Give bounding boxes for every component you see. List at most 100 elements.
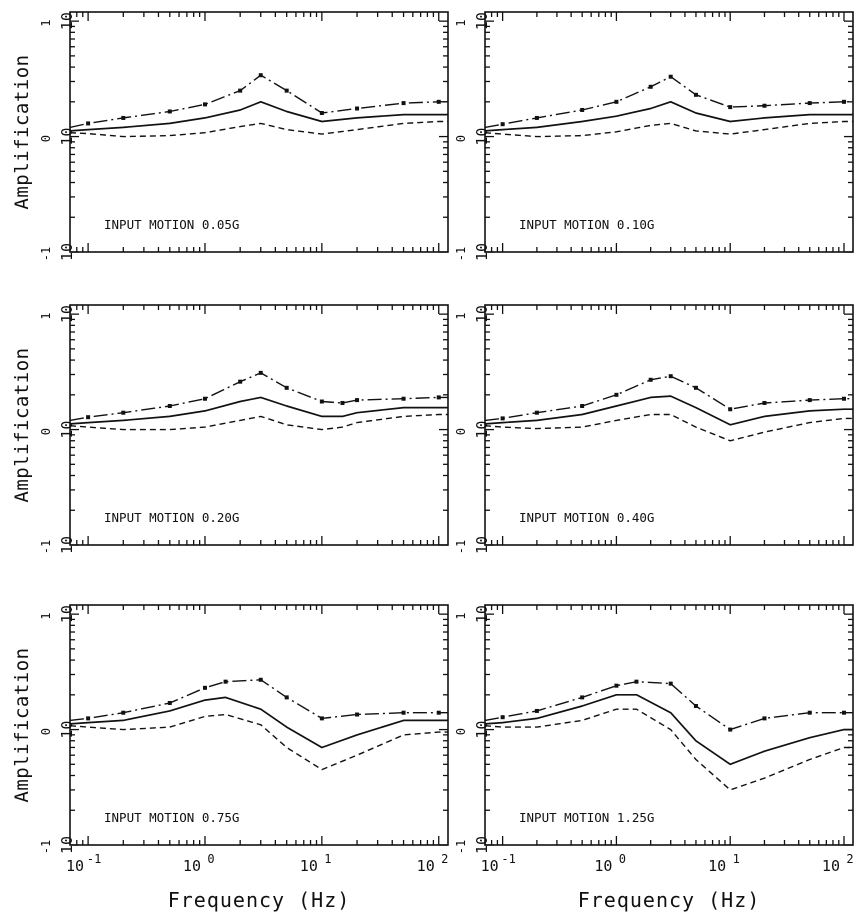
panel-2: 10 -1 10 0 10 1 INPUT MOTION 0.10G (454, 11, 854, 261)
panel-annotation: INPUT MOTION 1.25G (519, 810, 654, 825)
x-tick-label: 10 (300, 857, 318, 875)
y-tick-label-exponent: -1 (39, 247, 53, 261)
series-line-solid (484, 693, 853, 766)
series-point (167, 109, 172, 114)
series-point (534, 115, 539, 120)
y-tick-label: 10 (58, 421, 76, 439)
series-point (121, 710, 126, 715)
series-point (614, 683, 619, 688)
plot-frame (484, 604, 854, 846)
series-point (86, 121, 91, 126)
series-point (258, 677, 263, 682)
series-point (614, 99, 619, 104)
y-tick-label-exponent: 1 (454, 20, 468, 27)
series-point (534, 708, 539, 713)
series-point (500, 715, 505, 720)
y-tick-label: 10 (473, 421, 491, 439)
series-line-dashed (484, 708, 853, 791)
y-tick-label: 10 (473, 12, 491, 30)
y-tick-label: 10 (58, 12, 76, 30)
panel-annotation: INPUT MOTION 0.05G (104, 217, 239, 232)
x-axis-label: Frequency (Hz) (578, 888, 761, 912)
series-point (401, 396, 406, 401)
y-tick-label-exponent: -1 (454, 840, 468, 854)
x-tick-label: 10 (822, 857, 840, 875)
series-line-solid (69, 100, 448, 132)
y-tick-label-exponent: 0 (454, 428, 468, 435)
panel-4: 10 -1 10 0 10 1 INPUT MOTION 0.40G (454, 304, 854, 554)
y-tick-label: 10 (58, 128, 76, 146)
series-point (284, 88, 289, 93)
series-point (648, 377, 653, 382)
series-point (580, 695, 585, 700)
series-point (762, 103, 767, 108)
y-tick-label-exponent: 1 (454, 613, 468, 620)
panel-annotation: INPUT MOTION 0.10G (519, 217, 654, 232)
series-point (355, 398, 360, 403)
series-point (436, 395, 441, 400)
y-tick-label-exponent: 0 (454, 728, 468, 735)
series-point (693, 385, 698, 390)
plot-frame (484, 11, 854, 253)
series-point (167, 404, 172, 409)
series-point (728, 727, 733, 732)
y-tick-label: 10 (58, 605, 76, 623)
series-point (238, 379, 243, 384)
panel-annotation: INPUT MOTION 0.75G (104, 810, 239, 825)
y-tick-label: 10 (58, 305, 76, 323)
series-line-solid (484, 395, 853, 426)
series-point (534, 410, 539, 415)
series-line-dashed (69, 713, 448, 771)
series-point (121, 115, 126, 120)
y-tick-label: 10 (473, 243, 491, 261)
series-point (648, 84, 653, 89)
series-line-dashed (484, 413, 853, 442)
series-point (728, 407, 733, 412)
plot-frame (69, 604, 449, 846)
x-tick-label-exponent: -1 (501, 852, 515, 866)
y-tick-label-exponent: -1 (454, 540, 468, 554)
y-tick-label: 10 (473, 721, 491, 739)
series-point (693, 92, 698, 97)
series-point (284, 385, 289, 390)
y-axis-label: Amplification (11, 54, 33, 209)
y-tick-label: 10 (473, 605, 491, 623)
y-tick-label-exponent: -1 (39, 540, 53, 554)
series-point (223, 679, 228, 684)
x-tick-label: 10 (594, 857, 612, 875)
x-tick-label-exponent: 2 (441, 852, 448, 866)
x-tick-label: 10 (708, 857, 726, 875)
series-point (319, 111, 324, 116)
y-tick-label-exponent: 1 (39, 613, 53, 620)
series-point (500, 122, 505, 127)
series-point (436, 99, 441, 104)
series-point (807, 710, 812, 715)
y-tick-label-exponent: 1 (454, 313, 468, 320)
x-tick-label-exponent: 0 (207, 852, 214, 866)
series-point (86, 415, 91, 420)
y-tick-label-exponent: 0 (39, 428, 53, 435)
series-point (355, 712, 360, 717)
plot-frame (484, 304, 854, 546)
y-axis-label: Amplification (11, 347, 33, 502)
y-tick-label-exponent: -1 (454, 247, 468, 261)
series-point (340, 400, 345, 405)
series-point (614, 392, 619, 397)
series-line-solid (69, 396, 448, 425)
x-tick-label-exponent: 1 (324, 852, 331, 866)
series-line-dash-dot (69, 372, 448, 422)
series-point (807, 398, 812, 403)
series-point (634, 679, 639, 684)
series-point (668, 74, 673, 79)
x-tick-label-exponent: -1 (87, 852, 101, 866)
x-tick-label-exponent: 1 (733, 852, 740, 866)
series-line-dash-dot (69, 74, 448, 129)
series-point (121, 410, 126, 415)
series-point (401, 710, 406, 715)
x-axis-label: Frequency (Hz) (168, 888, 351, 912)
series-point (202, 396, 207, 401)
series-point (668, 681, 673, 686)
y-tick-label: 10 (473, 836, 491, 854)
